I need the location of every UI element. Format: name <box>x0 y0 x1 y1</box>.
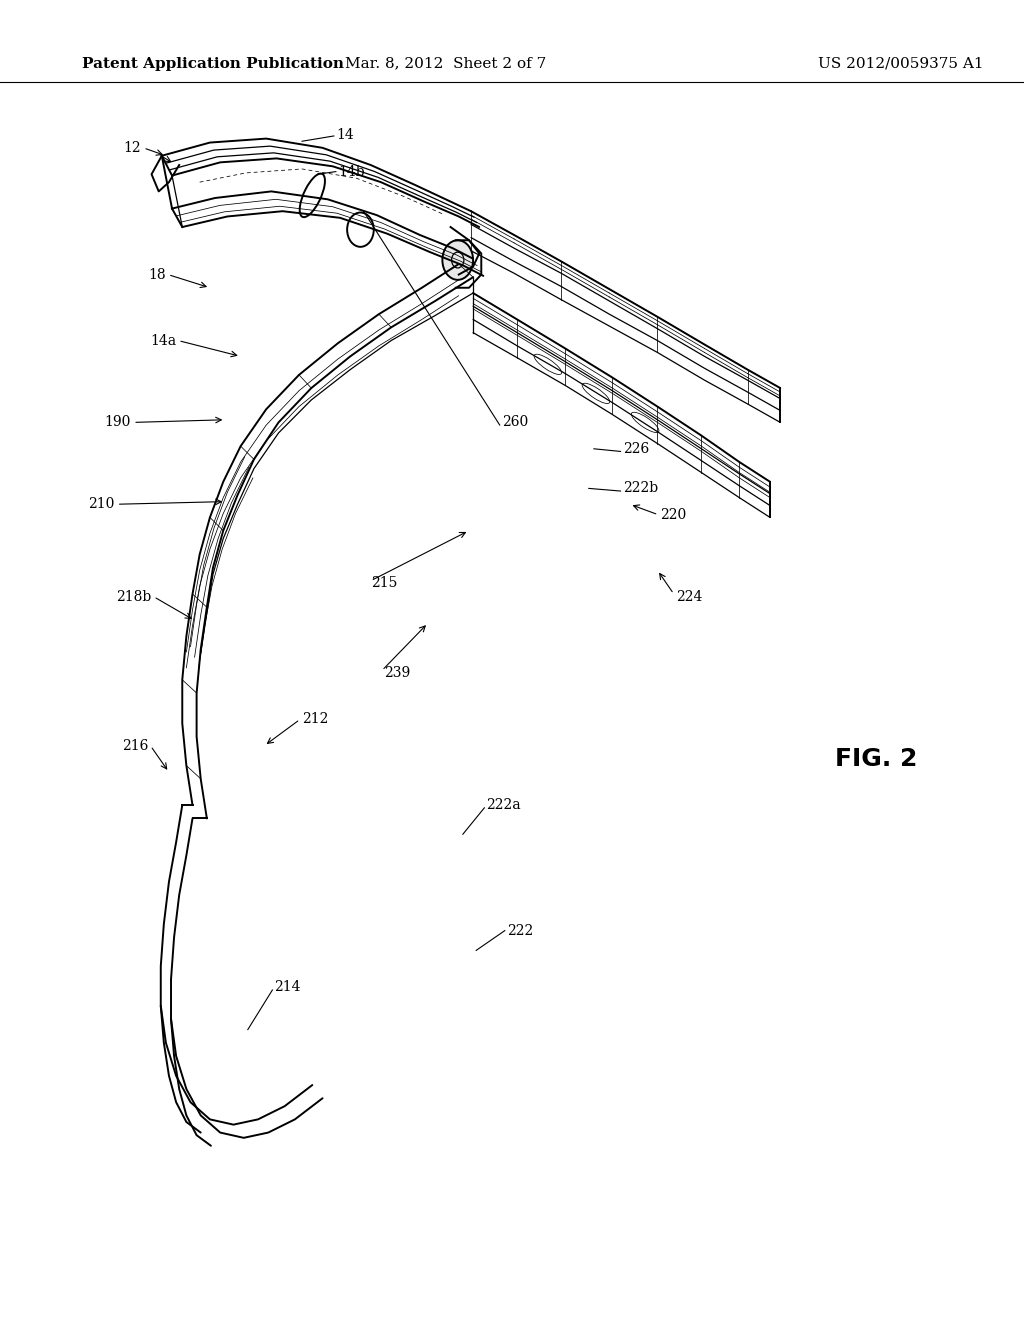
Text: 226: 226 <box>623 442 649 455</box>
Text: 260: 260 <box>502 416 528 429</box>
Text: 14a: 14a <box>150 334 176 347</box>
Text: 222: 222 <box>507 924 534 937</box>
Text: 239: 239 <box>384 667 411 680</box>
Text: 14: 14 <box>336 128 353 141</box>
Text: 222a: 222a <box>486 799 521 812</box>
Text: Patent Application Publication: Patent Application Publication <box>82 57 344 71</box>
Text: 215: 215 <box>371 577 397 590</box>
Text: 210: 210 <box>88 498 115 511</box>
Text: Mar. 8, 2012  Sheet 2 of 7: Mar. 8, 2012 Sheet 2 of 7 <box>345 57 546 71</box>
Text: 14b: 14b <box>338 165 365 178</box>
Text: 190: 190 <box>104 416 131 429</box>
Text: 18: 18 <box>148 268 166 281</box>
Text: 216: 216 <box>122 739 148 752</box>
Text: 218b: 218b <box>117 590 152 603</box>
Text: 222b: 222b <box>623 482 657 495</box>
Text: 212: 212 <box>302 713 329 726</box>
Text: 12: 12 <box>124 141 141 154</box>
Text: 224: 224 <box>676 590 702 603</box>
Circle shape <box>442 240 473 280</box>
Text: 220: 220 <box>660 508 687 521</box>
Text: FIG. 2: FIG. 2 <box>835 747 916 771</box>
Text: US 2012/0059375 A1: US 2012/0059375 A1 <box>818 57 984 71</box>
Text: 214: 214 <box>274 981 301 994</box>
